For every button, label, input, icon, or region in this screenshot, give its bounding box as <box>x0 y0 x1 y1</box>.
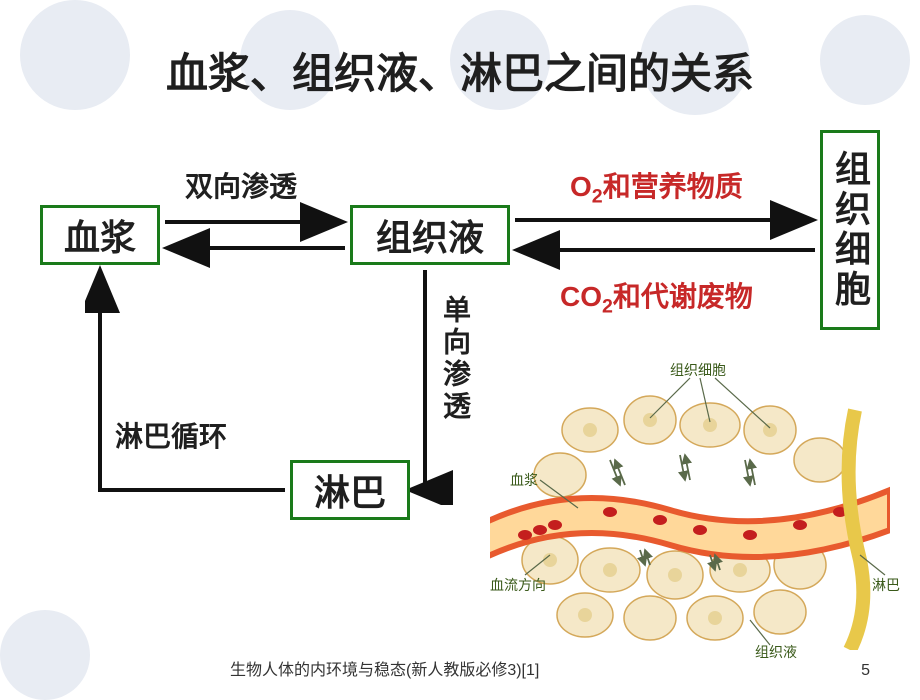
label-bidirectional: 双向渗透 <box>185 165 297 205</box>
illus-label-lymph: 淋巴 <box>872 575 900 595</box>
illus-label-tissue-cells: 组织细胞 <box>670 360 726 380</box>
arrow-plasma-tissue <box>160 200 350 270</box>
box-lymph: 淋巴 <box>290 460 410 520</box>
illus-label-tissue-fluid: 组织液 <box>755 642 797 662</box>
page-title: 血浆、组织液、淋巴之间的关系 <box>0 40 920 101</box>
label-unidirectional: 单向渗透 <box>435 295 475 423</box>
illus-label-flow: 血流方向 <box>490 575 546 595</box>
footer-page-number: 5 <box>861 662 870 680</box>
label-lymph-circulation: 淋巴循环 <box>115 415 227 455</box>
box-plasma: 血浆 <box>40 205 160 265</box>
footer-citation: 生物人体的内环境与稳态(新人教版必修3)[1] <box>230 656 539 680</box>
illustration-tissue <box>490 360 890 650</box>
arrow-lymph-plasma <box>85 265 295 505</box>
label-o2-nutrients: O2和营养物质 <box>570 165 743 209</box>
box-tissue-cells: 组织细胞 <box>820 130 880 330</box>
box-tissue-fluid: 组织液 <box>350 205 510 265</box>
label-co2-waste: CO2和代谢废物 <box>560 275 753 319</box>
bg-circle <box>0 610 90 700</box>
illus-label-plasma: 血浆 <box>510 470 538 490</box>
